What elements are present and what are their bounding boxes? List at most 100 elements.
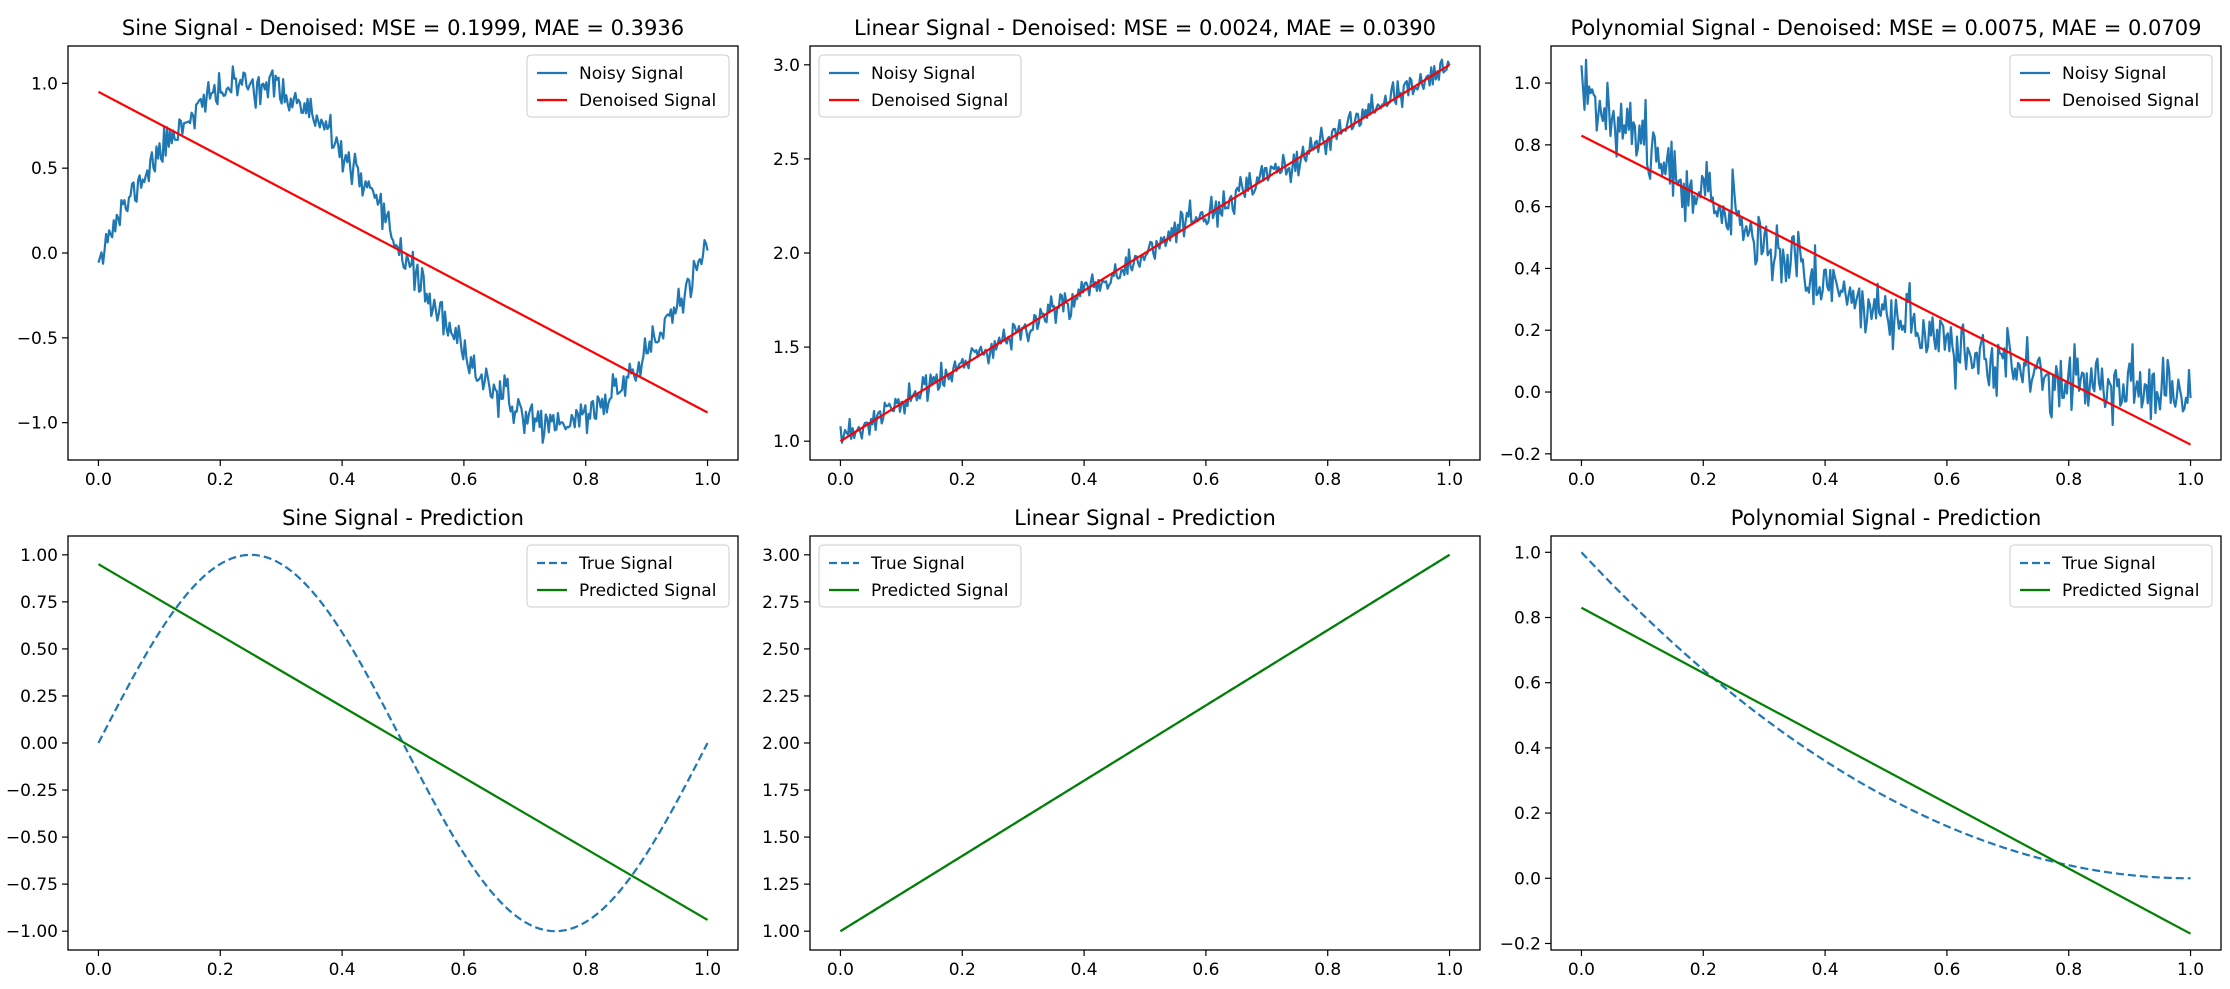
legend-label-2: Predicted Signal bbox=[579, 581, 716, 601]
x-tick-label: 0.8 bbox=[2055, 470, 2082, 490]
y-tick-label: 0.8 bbox=[1514, 608, 1541, 628]
plot-area bbox=[1580, 551, 2192, 935]
legend-label-2: Denoised Signal bbox=[2062, 91, 2199, 111]
x-tick-label: 1.0 bbox=[2177, 470, 2204, 490]
plot-area bbox=[839, 58, 1451, 444]
y-tick-label: 0.6 bbox=[1514, 674, 1541, 694]
legend-label-2: Denoised Signal bbox=[579, 91, 716, 111]
legend-box bbox=[818, 54, 1022, 118]
chart-title: Polynomial Signal - Prediction bbox=[1731, 506, 2042, 530]
x-tick-label: 1.0 bbox=[694, 960, 721, 980]
y-tick-label: 0.4 bbox=[1514, 259, 1541, 279]
chart-title: Sine Signal - Prediction bbox=[282, 506, 524, 530]
y-tick-label: 3.00 bbox=[762, 546, 800, 566]
y-tick-label: 0.50 bbox=[20, 640, 58, 660]
x-tick-label: 0.0 bbox=[1568, 470, 1595, 490]
y-tick-label: 1.50 bbox=[762, 828, 800, 848]
legend: True Signal Predicted Signal bbox=[818, 544, 1022, 608]
y-tick-label: 1.0 bbox=[31, 74, 58, 94]
x-tick-label: 0.6 bbox=[1933, 960, 1960, 980]
legend-label-1: True Signal bbox=[578, 554, 673, 574]
x-tick-label: 0.8 bbox=[1314, 960, 1341, 980]
legend: Noisy Signal Denoised Signal bbox=[818, 54, 1022, 118]
series-line-2 bbox=[97, 90, 709, 414]
y-tick-label: 2.5 bbox=[773, 150, 800, 170]
series-line-2 bbox=[1580, 134, 2192, 446]
x-tick-label: 0.0 bbox=[1568, 960, 1595, 980]
y-tick-label: 2.50 bbox=[762, 640, 800, 660]
legend: Noisy Signal Denoised Signal bbox=[2009, 54, 2213, 118]
x-tick-label: 0.6 bbox=[1192, 470, 1219, 490]
y-tick-label: −0.5 bbox=[17, 329, 58, 349]
x-tick-label: 0.2 bbox=[949, 960, 976, 980]
x-tick-label: 0.0 bbox=[85, 470, 112, 490]
legend-label-1: Noisy Signal bbox=[2062, 64, 2166, 84]
chart-panel-4: Sine Signal - Prediction 0.0 0.2 0.4 0.6 0.8 1… bbox=[6, 506, 739, 980]
x-tick-label: 0.4 bbox=[329, 470, 356, 490]
legend-label-1: Noisy Signal bbox=[579, 64, 683, 84]
axes-frame bbox=[1550, 535, 2222, 951]
chart-panel-1: Sine Signal - Denoised: MSE = 0.1999, MA… bbox=[17, 16, 739, 490]
series-line-2 bbox=[97, 563, 709, 921]
y-tick-label: −0.75 bbox=[6, 875, 58, 895]
y-tick-label: 2.0 bbox=[773, 244, 800, 264]
y-tick-label: 2.75 bbox=[762, 593, 800, 613]
chart-panel-6: Polynomial Signal - Prediction 0.0 0.2 0.4 0… bbox=[1500, 506, 2222, 980]
y-tick-label: 0.00 bbox=[20, 734, 58, 754]
y-tick-label: 1.0 bbox=[773, 432, 800, 452]
x-tick-label: 1.0 bbox=[694, 470, 721, 490]
y-tick-label: 0.4 bbox=[1514, 739, 1541, 759]
y-tick-label: 1.00 bbox=[762, 922, 800, 942]
chart-title: Linear Signal - Prediction bbox=[1014, 506, 1276, 530]
x-tick-label: 0.2 bbox=[1690, 960, 1717, 980]
x-tick-label: 0.8 bbox=[2055, 960, 2082, 980]
plot-area bbox=[97, 553, 709, 933]
x-tick-label: 1.0 bbox=[2177, 960, 2204, 980]
legend-label-1: True Signal bbox=[2061, 554, 2156, 574]
legend-label-1: True Signal bbox=[870, 554, 965, 574]
y-tick-label: 1.00 bbox=[20, 546, 58, 566]
x-tick-label: 0.4 bbox=[329, 960, 356, 980]
x-tick-label: 0.0 bbox=[85, 960, 112, 980]
x-tick-label: 0.6 bbox=[1933, 470, 1960, 490]
y-tick-label: 0.2 bbox=[1514, 804, 1541, 824]
chart-panel-5: Linear Signal - Prediction 0.0 0.2 0.4 0.6 0.… bbox=[762, 506, 1481, 980]
x-tick-label: 0.2 bbox=[1690, 470, 1717, 490]
y-tick-label: 0.8 bbox=[1514, 136, 1541, 156]
y-tick-label: 1.25 bbox=[762, 875, 800, 895]
y-tick-label: 2.25 bbox=[762, 687, 800, 707]
chart-title: Sine Signal - Denoised: MSE = 0.1999, MA… bbox=[122, 16, 684, 40]
axes-frame bbox=[809, 45, 1481, 461]
y-tick-label: 0.5 bbox=[31, 159, 58, 179]
x-tick-label: 0.4 bbox=[1812, 470, 1839, 490]
x-tick-label: 0.4 bbox=[1071, 470, 1098, 490]
y-tick-label: 3.0 bbox=[773, 56, 800, 76]
x-tick-label: 1.0 bbox=[1436, 960, 1463, 980]
axes-frame bbox=[809, 535, 1481, 951]
y-tick-label: 0.75 bbox=[20, 593, 58, 613]
legend-label-2: Predicted Signal bbox=[2062, 581, 2199, 601]
legend-box bbox=[2009, 54, 2213, 118]
x-tick-label: 0.8 bbox=[572, 960, 599, 980]
y-tick-label: 0.6 bbox=[1514, 198, 1541, 218]
legend-box bbox=[818, 544, 1022, 608]
y-tick-label: −1.0 bbox=[17, 414, 58, 434]
legend-label-1: Noisy Signal bbox=[871, 64, 975, 84]
x-tick-label: 0.2 bbox=[949, 470, 976, 490]
y-tick-label: 1.0 bbox=[1514, 74, 1541, 94]
axes-frame bbox=[67, 535, 739, 951]
axes-frame bbox=[67, 45, 739, 461]
y-tick-label: −0.2 bbox=[1500, 445, 1541, 465]
series-line-1 bbox=[1580, 58, 2192, 427]
y-tick-label: 2.00 bbox=[762, 734, 800, 754]
legend-box bbox=[526, 54, 730, 118]
x-tick-label: 0.8 bbox=[1314, 470, 1341, 490]
y-tick-label: 0.0 bbox=[31, 244, 58, 264]
plot-area bbox=[839, 553, 1451, 933]
axes-frame bbox=[1550, 45, 2222, 461]
plot-area bbox=[1580, 58, 2192, 446]
x-tick-label: 1.0 bbox=[1436, 470, 1463, 490]
x-tick-label: 0.8 bbox=[572, 470, 599, 490]
